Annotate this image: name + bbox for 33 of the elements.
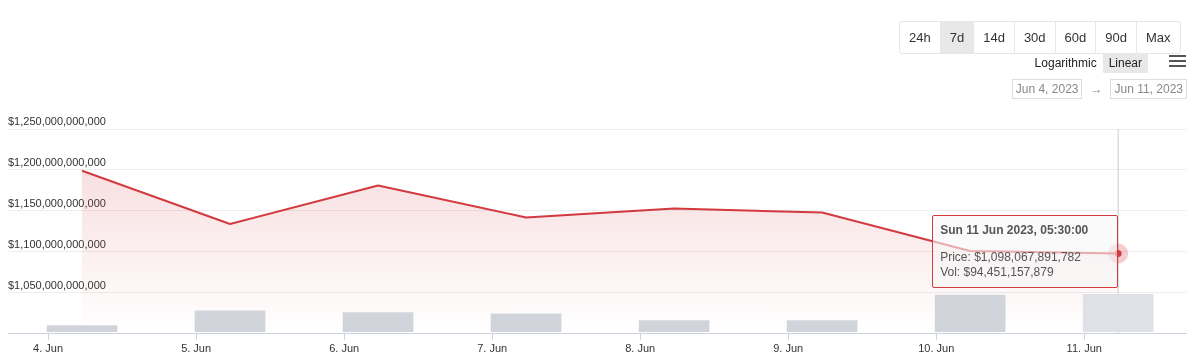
bar (1082, 294, 1154, 332)
y-tick-label: $1,050,000,000,000 (8, 278, 106, 291)
y-tick-label: $1,250,000,000,000 (8, 115, 106, 128)
x-tick-label: 9. Jun (773, 342, 804, 355)
x-tick-label: 5. Jun (181, 342, 212, 355)
bar (490, 313, 562, 332)
text: 30d (1013, 22, 1055, 53)
x-tick-label: 7. Jun (477, 342, 508, 355)
x-tick-label: 10. Jun (918, 342, 955, 355)
text: → (1089, 82, 1104, 96)
x-tick-label: 4. Jun (33, 342, 64, 355)
text: Linear (1102, 53, 1148, 73)
text: Jun 4, 2023 (1011, 79, 1083, 99)
text: Jun 11, 2023 (1110, 79, 1187, 99)
y-tick-label: $1,150,000,000,000 (8, 196, 106, 209)
y-tick-label: $1,200,000,000,000 (8, 155, 106, 168)
x-tick-label: 6. Jun (329, 342, 360, 355)
bar (786, 320, 858, 332)
bar (934, 294, 1006, 332)
text: Logarithmic (1033, 55, 1098, 72)
bar (194, 310, 266, 332)
x-tick-label: 8. Jun (625, 342, 656, 355)
y-tick-label: $1,100,000,000,000 (8, 237, 106, 250)
text: 24h (908, 29, 932, 47)
text: Max (1135, 22, 1180, 53)
text: 14d (973, 22, 1014, 53)
annotation: Sun 11 Jun 2023, 05:30:00 Price: $1,098,067,891,782 Vol: $94,451,157,879 (940, 223, 1090, 281)
text: 90d (1095, 22, 1136, 53)
bar (638, 320, 710, 332)
text: 7d (939, 22, 974, 53)
text: 60d (1054, 22, 1096, 53)
x-tick-label: 11. Jun (1066, 342, 1102, 355)
bar (342, 312, 414, 332)
